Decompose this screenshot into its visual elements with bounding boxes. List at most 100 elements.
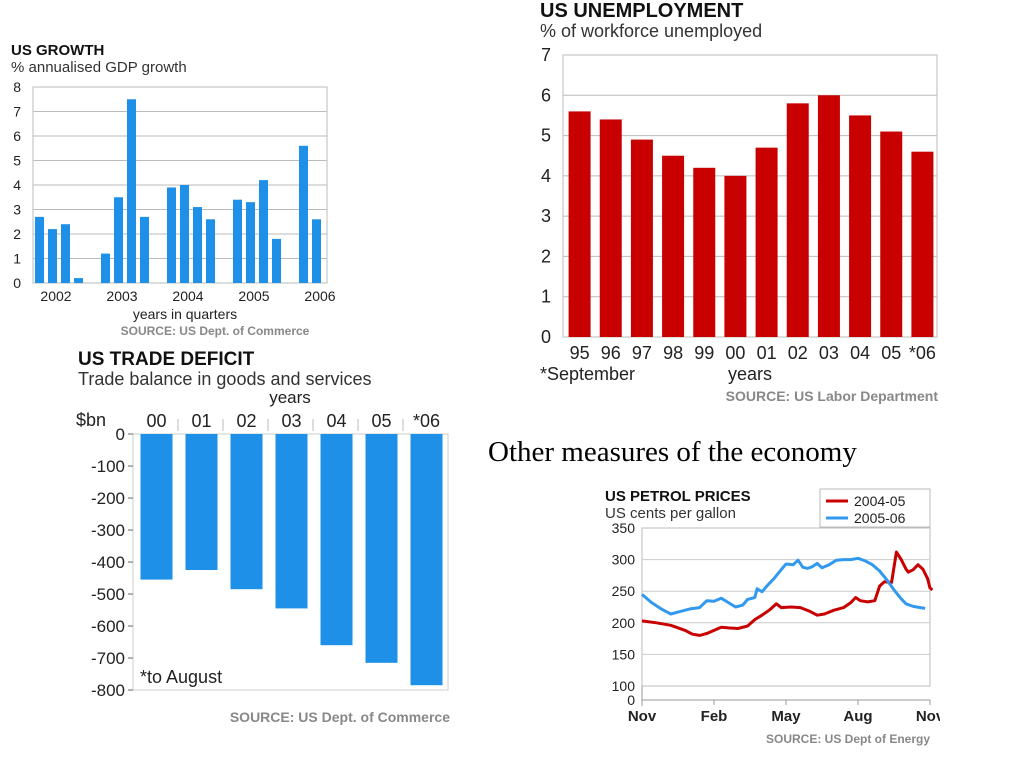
unemployment-plot-frame <box>562 54 938 338</box>
petrol-ytick-label: 150 <box>612 646 636 662</box>
growth-bar <box>61 224 70 283</box>
unemployment-bar <box>911 151 934 337</box>
growth-bar <box>114 197 123 283</box>
growth-bar <box>246 202 255 283</box>
unemployment-xtick-label: 95 <box>570 343 590 363</box>
unemployment-ytick-label: 0 <box>541 327 551 347</box>
growth-bar <box>180 185 189 283</box>
growth-ytick-label: 0 <box>13 275 21 291</box>
growth-ytick-label: 8 <box>13 79 21 95</box>
growth-xtick-label: 2004 <box>172 288 203 304</box>
growth-ytick-label: 2 <box>13 226 21 242</box>
unemployment-ytick-label: 2 <box>541 246 551 266</box>
petrol-legend-box <box>819 488 931 528</box>
trade-ytick-label: -700 <box>91 649 125 668</box>
unemployment-xtick-label: 04 <box>850 343 870 363</box>
trade-bar <box>365 434 398 663</box>
unemployment-bar <box>849 115 872 337</box>
unemployment-bar <box>599 119 622 337</box>
trade-ylabel: $bn <box>76 410 106 430</box>
growth-ytick-label: 6 <box>13 128 21 144</box>
unemployment-title: US UNEMPLOYMENT <box>540 0 743 22</box>
trade-source: SOURCE: US Dept. of Commerce <box>230 709 450 725</box>
unemployment-bar <box>880 131 903 337</box>
growth-bar <box>140 216 149 283</box>
growth-bar <box>299 145 308 283</box>
growth-bar <box>101 253 110 283</box>
unemployment-bar <box>693 167 716 337</box>
petrol-xtick-label: Nov <box>628 708 657 725</box>
growth-bar <box>259 180 268 283</box>
unemployment-xtick-label: 03 <box>819 343 839 363</box>
petrol-legend-label: 2004-05 <box>854 493 906 509</box>
growth-bar <box>48 229 57 283</box>
petrol-xtick-label: Aug <box>843 708 872 725</box>
trade-xtick-label: 05 <box>371 411 391 431</box>
trade-ytick-label: -100 <box>91 457 125 476</box>
trade-plot: 0 -100 -200 -300 -400 -500 -600 -700 -800 00 01 02 0… <box>91 411 449 700</box>
us-petrol-prices-chart: US PETROL PRICES US cents per gallon 100… <box>605 488 940 746</box>
petrol-xtick-label: Nov <box>916 708 940 725</box>
trade-ytick-label: -500 <box>91 585 125 604</box>
unemployment-xtick-label: 05 <box>881 343 901 363</box>
unemployment-ytick-label: 3 <box>541 206 551 226</box>
growth-bar <box>233 199 242 283</box>
unemployment-bar <box>817 95 840 338</box>
petrol-ytick-label: 0 <box>627 692 635 708</box>
unemployment-bar <box>662 155 685 337</box>
unemployment-bar <box>568 111 591 338</box>
unemployment-xtick-label: 97 <box>632 343 652 363</box>
trade-bar <box>230 434 263 590</box>
petrol-xtick-label: Feb <box>701 708 728 725</box>
unemployment-bar <box>786 103 809 337</box>
trade-ytick-label: -200 <box>91 489 125 508</box>
petrol-xtick-label: May <box>771 708 801 725</box>
trade-bar <box>410 434 443 686</box>
growth-ytick-label: 1 <box>13 251 21 267</box>
us-growth-chart: US GROWTH % annualised GDP growth 0 1 2 3 4 5… <box>11 42 336 338</box>
petrol-source: SOURCE: US Dept of Energy <box>766 732 930 746</box>
growth-xtick-label: 2002 <box>40 288 71 304</box>
growth-plot: 0 1 2 3 4 5 6 7 8 2002 2003 2004 2005 2006 <box>13 79 336 304</box>
unemployment-bar <box>755 147 778 337</box>
petrol-series-line-2005-06 <box>641 556 926 616</box>
petrol-ytick-label: 100 <box>612 678 636 694</box>
unemployment-xtick-label: *06 <box>909 343 936 363</box>
growth-ytick-label: 5 <box>13 153 21 169</box>
unemployment-source: SOURCE: US Labor Department <box>726 388 939 404</box>
trade-ytick-label: -600 <box>91 617 125 636</box>
trade-subtitle: Trade balance in goods and services <box>78 369 372 389</box>
section-heading: Other measures of the economy <box>488 436 857 468</box>
trade-xtick-label: *06 <box>413 411 440 431</box>
trade-note: *to August <box>140 667 222 687</box>
trade-xtick-label: 01 <box>191 411 211 431</box>
growth-source: SOURCE: US Dept. of Commerce <box>121 324 310 338</box>
growth-ytick-label: 3 <box>13 202 21 218</box>
unemployment-xlabel: years <box>728 364 772 384</box>
unemployment-xtick-label: 01 <box>757 343 777 363</box>
petrol-legend-label: 2005-06 <box>854 510 906 526</box>
growth-bar <box>74 278 83 283</box>
unemployment-xtick-label: 98 <box>663 343 683 363</box>
growth-xlabel: years in quarters <box>133 306 237 322</box>
growth-bar <box>35 216 44 283</box>
growth-bar <box>272 238 281 283</box>
petrol-series-line-2004-05 <box>641 550 934 637</box>
us-unemployment-chart: US UNEMPLOYMENT % of workforce unemploye… <box>540 0 939 404</box>
growth-bar <box>312 219 321 283</box>
petrol-plot: 1001502002503003500NovFebMayAugNov2004-0… <box>612 488 940 725</box>
unemployment-ytick-label: 7 <box>541 45 551 65</box>
petrol-ytick-label: 200 <box>612 615 636 631</box>
petrol-ytick-label: 350 <box>612 520 636 536</box>
trade-xtick-label: 00 <box>146 411 166 431</box>
unemployment-xtick-label: 96 <box>601 343 621 363</box>
petrol-ytick-label: 300 <box>612 552 636 568</box>
unemployment-bar <box>724 175 747 337</box>
unemployment-note: *September <box>540 364 635 384</box>
unemployment-xtick-label: 02 <box>788 343 808 363</box>
trade-ytick-label: -300 <box>91 521 125 540</box>
unemployment-xtick-label: 00 <box>725 343 745 363</box>
growth-bar <box>193 207 202 283</box>
